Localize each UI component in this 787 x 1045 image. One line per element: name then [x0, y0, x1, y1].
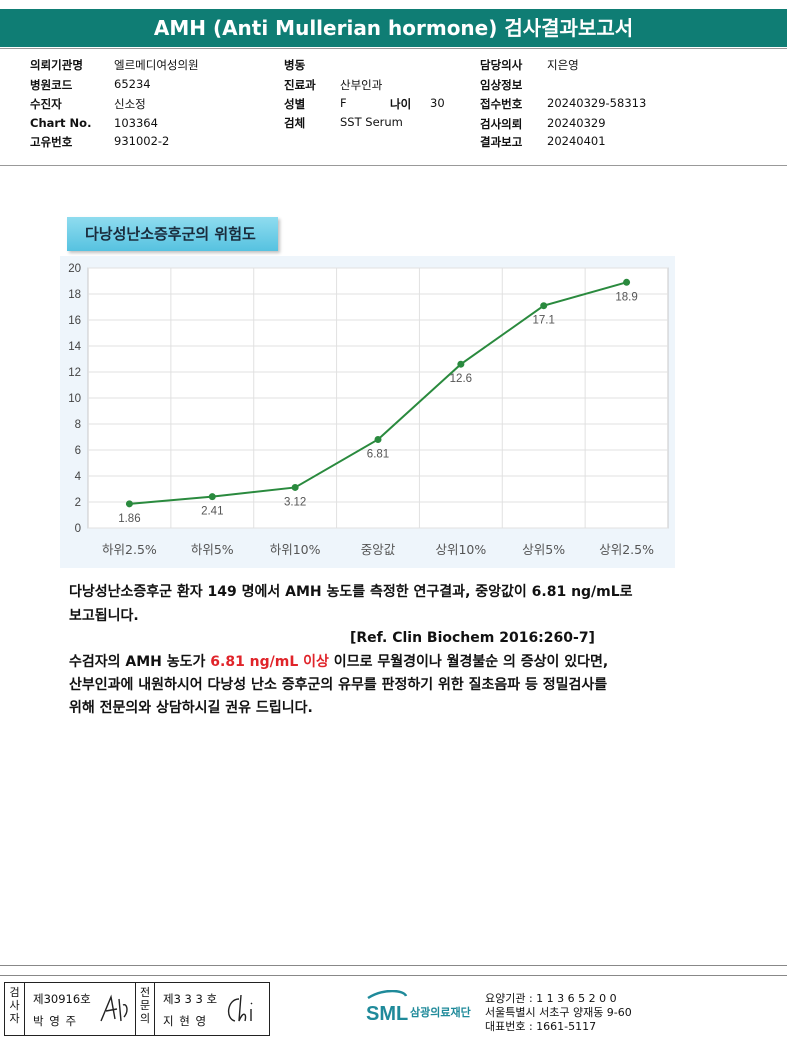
sml-logo-mark: SML 삼광의료재단: [366, 989, 471, 1025]
x-tick-label: 하위10%: [270, 542, 321, 557]
examiner-label: 검사자: [5, 983, 25, 1035]
x-tick-label: 중앙값: [361, 542, 396, 557]
y-tick-label: 0: [75, 523, 81, 535]
x-tick-label: 상위5%: [522, 542, 565, 557]
institution-number: 요양기관 : 1 1 3 6 5 2 0 0: [485, 992, 617, 1005]
data-label: 6.81: [367, 448, 389, 460]
data-label: 2.41: [201, 506, 223, 518]
examiner-name: 박 영 주: [33, 1014, 78, 1028]
logo-sml-text: SML: [366, 1003, 408, 1025]
data-point: [540, 302, 548, 310]
examiner-number: 제30916호: [33, 992, 91, 1006]
data-point: [208, 493, 216, 501]
signature-box: 검사자 제30916호 박 영 주 전문의 제3 3 3 호 지 현 영: [4, 982, 270, 1036]
logo-foundation-text: 삼광의료재단: [410, 1005, 471, 1019]
data-point: [291, 483, 299, 491]
specialist-name: 지 현 영: [163, 1014, 208, 1028]
study-text-line-2: 보고됩니다.: [69, 608, 139, 624]
data-label: 18.9: [615, 291, 637, 303]
data-label: 1.86: [118, 513, 140, 525]
y-tick-label: 8: [75, 419, 81, 431]
advice-line-1: 수검자의 AMH 농도가 6.81 ng/mL 이상 이므로 무월경이나 월경불…: [69, 654, 609, 670]
data-point: [623, 278, 631, 286]
data-point: [374, 435, 382, 443]
specialist-number: 제3 3 3 호: [163, 992, 218, 1006]
x-tick-label: 하위2.5%: [102, 542, 157, 557]
y-tick-label: 16: [68, 315, 81, 327]
section-title: 다낭성난소증후군의 위험도: [67, 217, 278, 251]
data-point: [457, 360, 465, 368]
data-point: [125, 500, 133, 508]
data-label: 17.1: [533, 315, 555, 327]
y-tick-label: 14: [68, 341, 81, 353]
report-title: AMH (Anti Mullerian hormone) 검사결과보고서: [0, 9, 787, 47]
y-tick-label: 4: [75, 471, 82, 483]
x-tick-label: 하위5%: [191, 542, 234, 557]
header-divider: [0, 48, 787, 49]
highlight-value: 6.81 ng/mL 이상: [210, 654, 329, 670]
footer-divider-bottom: [0, 975, 787, 976]
specialist-signature: [228, 994, 253, 1022]
y-tick-label: 10: [68, 393, 81, 405]
y-tick-label: 12: [68, 367, 81, 379]
study-text-line-1: 다낭성난소증후군 환자 149 명에서 AMH 농도를 측정한 연구결과, 중앙…: [69, 584, 633, 600]
advice-line-3: 위해 전문의와 상담하시길 권유 드립니다.: [69, 700, 313, 716]
x-tick-label: 상위2.5%: [599, 542, 654, 557]
footer-divider-top: [0, 965, 787, 966]
x-tick-label: 상위10%: [435, 542, 486, 557]
examiner-signature: [100, 994, 128, 1022]
data-label: 3.12: [284, 496, 306, 508]
institution-address: 서울특별시 서초구 양재동 9-60: [485, 1006, 632, 1019]
y-tick-label: 2: [75, 497, 81, 509]
amh-line-chart: 0 2 4 6 8 10 12 14 16 18 20 하위2.5% 하위5% 하위10% 중앙값 상위10%…: [60, 256, 675, 568]
y-tick-label: 20: [68, 263, 81, 275]
data-label: 12.6: [450, 373, 472, 385]
specialist-label: 전문의: [135, 983, 155, 1035]
sml-logo: SML 삼광의료재단: [366, 989, 481, 1034]
y-tick-label: 6: [75, 445, 81, 457]
institution-phone: 대표번호 : 1661-5117: [485, 1020, 597, 1033]
y-tick-label: 18: [68, 289, 81, 301]
info-divider: [0, 165, 787, 166]
advice-line-2: 산부인과에 내원하시어 다낭성 난소 증후군의 유무를 판정하기 위한 질초음파…: [69, 677, 608, 693]
reference: [Ref. Clin Biochem 2016:260-7]: [350, 630, 595, 646]
